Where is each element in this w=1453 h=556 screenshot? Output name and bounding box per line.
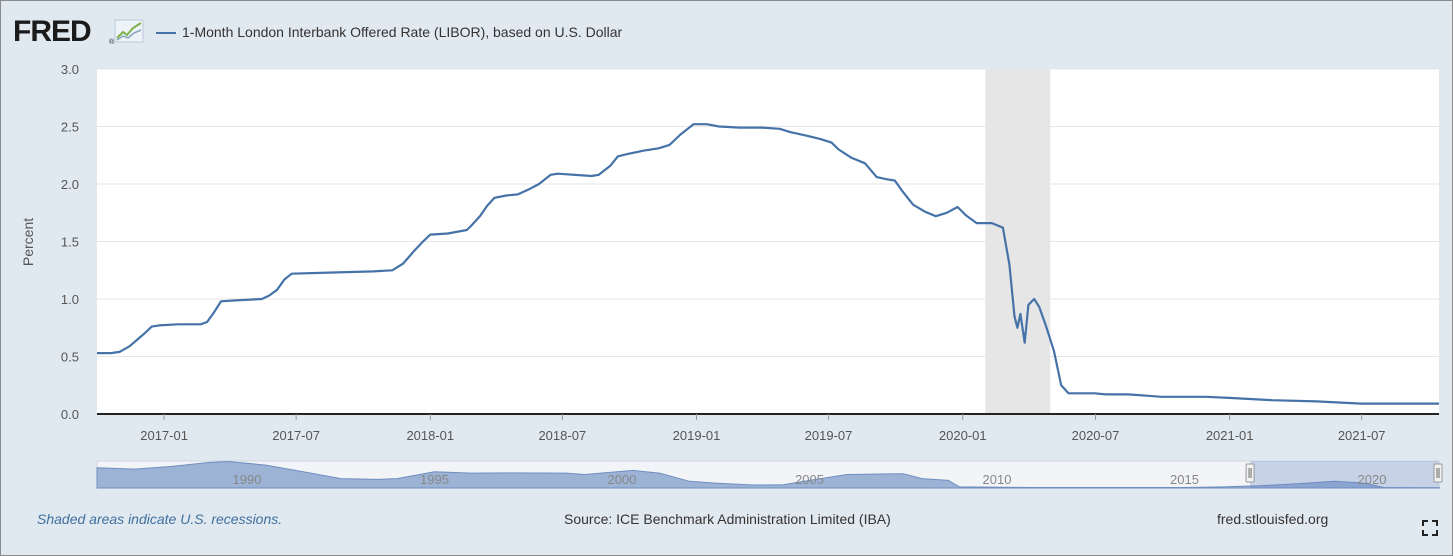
x-tick-label: 2020-01 [939, 428, 987, 443]
x-tick-label: 2019-07 [805, 428, 853, 443]
legend-label[interactable]: 1-Month London Interbank Offered Rate (L… [182, 24, 623, 40]
x-tick-label: 2021-01 [1206, 428, 1254, 443]
x-tick-label: 2020-07 [1072, 428, 1120, 443]
y-tick-label: 1.5 [61, 235, 79, 250]
source-text[interactable]: Source: ICE Benchmark Administration Lim… [564, 511, 891, 527]
navigator-series [96, 460, 1440, 489]
navigator-tick-label: 2000 [608, 472, 637, 487]
fullscreen-icon[interactable] [1422, 520, 1438, 536]
x-tick-label: 2018-07 [538, 428, 586, 443]
site-link[interactable]: fred.stlouisfed.org [1217, 511, 1329, 527]
chart-header: FRED ® 1-Month London Interbank Offered … [11, 13, 1411, 53]
y-tick-label: 2.0 [61, 177, 79, 192]
y-tick-label: 3.0 [61, 62, 79, 77]
x-tick-label: 2017-01 [140, 428, 188, 443]
navigator-tick-label: 1990 [233, 472, 262, 487]
navigator-handle[interactable] [1245, 463, 1255, 483]
series-line[interactable] [97, 123, 1439, 405]
x-tick-label: 2021-07 [1338, 428, 1386, 443]
registered-mark: ® [109, 39, 115, 46]
navigator-handle[interactable] [1433, 463, 1443, 483]
fred-logo[interactable]: FRED [13, 15, 92, 48]
navigator-tick-label: 2020 [1358, 472, 1387, 487]
chart: 0.0 0.5 1.0 1.5 2.0 2.5 3.0 2017-01 2017-07 2018… [20, 62, 1443, 489]
recession-note: Shaded areas indicate U.S. recessions. [37, 511, 283, 527]
x-tick-label: 2019-01 [673, 428, 721, 443]
y-tick-label: 1.0 [61, 292, 79, 307]
x-tick-label: 2017-07 [272, 428, 320, 443]
fred-logo-graph-icon [114, 19, 144, 43]
navigator-selection[interactable] [1250, 461, 1439, 488]
y-tick-label: 2.5 [61, 120, 79, 135]
x-tick-label: 2018-01 [406, 428, 454, 443]
navigator-tick-label: 2010 [983, 472, 1012, 487]
navigator-tick-label: 2005 [795, 472, 824, 487]
navigator-tick-label: 1995 [420, 472, 449, 487]
y-tick-label: 0.5 [61, 350, 79, 365]
y-tick-label: 0.0 [61, 407, 79, 422]
navigator-tick-label: 2015 [1170, 472, 1199, 487]
y-axis-label: Percent [20, 218, 36, 266]
legend-swatch [156, 32, 176, 34]
